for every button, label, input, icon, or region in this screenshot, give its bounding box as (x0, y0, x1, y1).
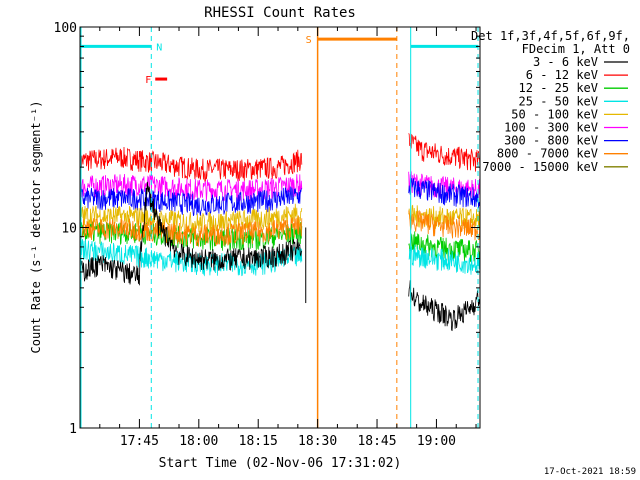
series-line-4-seg-0 (79, 203, 303, 236)
legend: Det 1f,3f,4f,5f,6f,9f,FDecim 1, Att 03 -… (471, 29, 630, 174)
series-line-7-seg-0 (79, 215, 303, 247)
legend-entry-label: 12 - 25 keV (519, 81, 598, 95)
legend-entry-label: 7000 - 15000 keV (482, 160, 598, 174)
x-tick-label: 18:15 (239, 434, 278, 449)
legend-header-line: Det 1f,3f,4f,5f,6f,9f, (471, 29, 630, 43)
series-line-3-seg-1 (408, 244, 481, 275)
series-line-3-seg-0 (79, 239, 303, 277)
series-line-0-seg-1 (408, 280, 481, 332)
y-tick-label: 100 (54, 21, 77, 36)
y-tick-label: 10 (61, 222, 77, 237)
series-line-0-seg-0 (79, 181, 303, 286)
series-line-2-seg-1 (408, 231, 481, 263)
flare-label: F (145, 75, 151, 86)
legend-entry-label: 300 - 800 keV (504, 134, 598, 148)
legend-entry-label: 50 - 100 keV (511, 107, 598, 121)
y-tick-label: 1 (69, 422, 77, 437)
x-tick-label: 19:00 (417, 434, 456, 449)
legend-entry-label: 800 - 7000 keV (497, 147, 598, 161)
x-tick-label: 18:30 (298, 434, 337, 449)
y-axis-label: Count Rate (s⁻¹ detector segment⁻¹) (29, 101, 43, 354)
night-label: N (156, 42, 162, 53)
saa-label: S (306, 35, 312, 46)
series-line-1-seg-0 (79, 146, 303, 182)
x-tick-label: 18:00 (179, 434, 218, 449)
series-line-5-seg-0 (79, 173, 303, 203)
legend-entry-label: 6 - 12 keV (526, 68, 598, 82)
legend-header-line: FDecim 1, Att 0 (522, 42, 630, 56)
series-line-7-seg-1 (408, 209, 481, 241)
x-axis-label: Start Time (02-Nov-06 17:31:02) (159, 456, 402, 471)
timestamp: 17-Oct-2021 18:59 (544, 467, 636, 477)
series-line-1-seg-1 (408, 133, 481, 172)
plot-area: N F S 17:45 18:00 18:15 18:30 18:45 19:00 1 10 100 (54, 21, 481, 449)
series-line-6-seg-0 (79, 186, 302, 217)
series-line-6-seg-1 (408, 178, 481, 209)
legend-entry-label: 100 - 300 keV (504, 121, 598, 135)
x-tick-label: 17:45 (120, 434, 159, 449)
legend-entry-label: 25 - 50 keV (519, 94, 598, 108)
x-tick-label: 18:45 (357, 434, 396, 449)
chart-title: RHESSI Count Rates (204, 5, 356, 21)
legend-entry-label: 3 - 6 keV (533, 55, 598, 69)
